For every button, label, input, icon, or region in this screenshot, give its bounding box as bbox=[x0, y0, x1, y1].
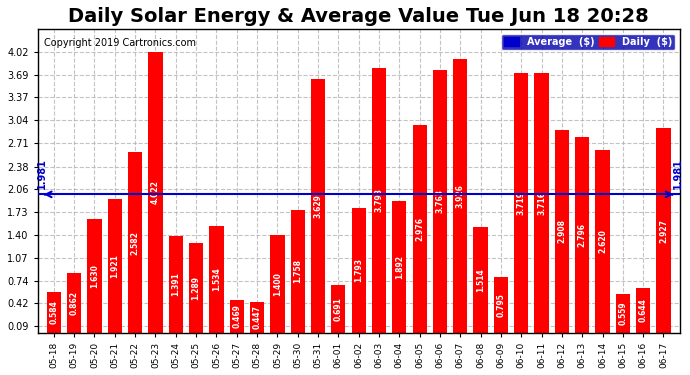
Bar bbox=[331, 285, 346, 333]
Text: 3.793: 3.793 bbox=[375, 188, 384, 212]
Text: 1.391: 1.391 bbox=[171, 272, 180, 296]
Text: 1.400: 1.400 bbox=[273, 272, 282, 296]
Bar bbox=[67, 273, 81, 333]
Text: 2.976: 2.976 bbox=[415, 217, 424, 241]
Text: 1.514: 1.514 bbox=[476, 268, 485, 292]
Text: 1.981: 1.981 bbox=[673, 158, 682, 189]
Bar bbox=[656, 128, 671, 333]
Text: 1.793: 1.793 bbox=[354, 258, 363, 282]
Bar bbox=[433, 70, 447, 333]
Text: 1.630: 1.630 bbox=[90, 264, 99, 288]
Text: 3.763: 3.763 bbox=[435, 189, 444, 213]
Text: 4.022: 4.022 bbox=[151, 180, 160, 204]
Bar bbox=[148, 52, 163, 333]
Bar bbox=[595, 150, 610, 333]
Bar bbox=[270, 235, 284, 333]
Bar bbox=[555, 130, 569, 333]
Text: 2.927: 2.927 bbox=[659, 219, 668, 243]
Text: 3.716: 3.716 bbox=[537, 191, 546, 215]
Bar bbox=[189, 243, 204, 333]
Text: 2.796: 2.796 bbox=[578, 223, 586, 247]
Bar bbox=[473, 227, 488, 333]
Bar bbox=[47, 292, 61, 333]
Bar bbox=[88, 219, 101, 333]
Bar bbox=[168, 236, 183, 333]
Bar bbox=[290, 210, 305, 333]
Bar bbox=[108, 199, 122, 333]
Text: 0.644: 0.644 bbox=[639, 298, 648, 322]
Bar bbox=[636, 288, 650, 333]
Text: Copyright 2019 Cartronics.com: Copyright 2019 Cartronics.com bbox=[44, 38, 196, 48]
Text: 0.584: 0.584 bbox=[50, 300, 59, 324]
Text: 1.921: 1.921 bbox=[110, 254, 119, 278]
Bar bbox=[128, 152, 142, 333]
Bar bbox=[311, 79, 325, 333]
Text: 1.534: 1.534 bbox=[212, 267, 221, 291]
Bar bbox=[615, 294, 630, 333]
Text: 2.620: 2.620 bbox=[598, 230, 607, 253]
Bar bbox=[535, 73, 549, 333]
Bar bbox=[250, 302, 264, 333]
Text: 3.926: 3.926 bbox=[456, 184, 465, 208]
Text: 0.862: 0.862 bbox=[70, 291, 79, 315]
Text: 3.629: 3.629 bbox=[313, 194, 322, 218]
Bar bbox=[230, 300, 244, 333]
Bar bbox=[575, 138, 589, 333]
Bar bbox=[352, 207, 366, 333]
Bar bbox=[372, 68, 386, 333]
Text: 1.758: 1.758 bbox=[293, 260, 302, 284]
Title: Daily Solar Energy & Average Value Tue Jun 18 20:28: Daily Solar Energy & Average Value Tue J… bbox=[68, 7, 649, 26]
Text: 0.469: 0.469 bbox=[233, 304, 241, 328]
Bar bbox=[209, 226, 224, 333]
Text: 1.289: 1.289 bbox=[192, 276, 201, 300]
Bar bbox=[392, 201, 406, 333]
Bar bbox=[453, 58, 467, 333]
Text: 3.719: 3.719 bbox=[517, 191, 526, 215]
Text: 2.582: 2.582 bbox=[130, 231, 139, 255]
Text: 2.908: 2.908 bbox=[558, 219, 566, 243]
Text: 1.981: 1.981 bbox=[37, 158, 47, 189]
Text: 0.447: 0.447 bbox=[253, 305, 262, 329]
Text: 0.559: 0.559 bbox=[618, 302, 627, 325]
Bar bbox=[514, 73, 529, 333]
Bar bbox=[494, 277, 508, 333]
Bar bbox=[413, 125, 426, 333]
Text: 1.892: 1.892 bbox=[395, 255, 404, 279]
Legend: Average  ($), Daily  ($): Average ($), Daily ($) bbox=[502, 34, 675, 50]
Text: 0.691: 0.691 bbox=[334, 297, 343, 321]
Text: 0.795: 0.795 bbox=[496, 293, 505, 317]
